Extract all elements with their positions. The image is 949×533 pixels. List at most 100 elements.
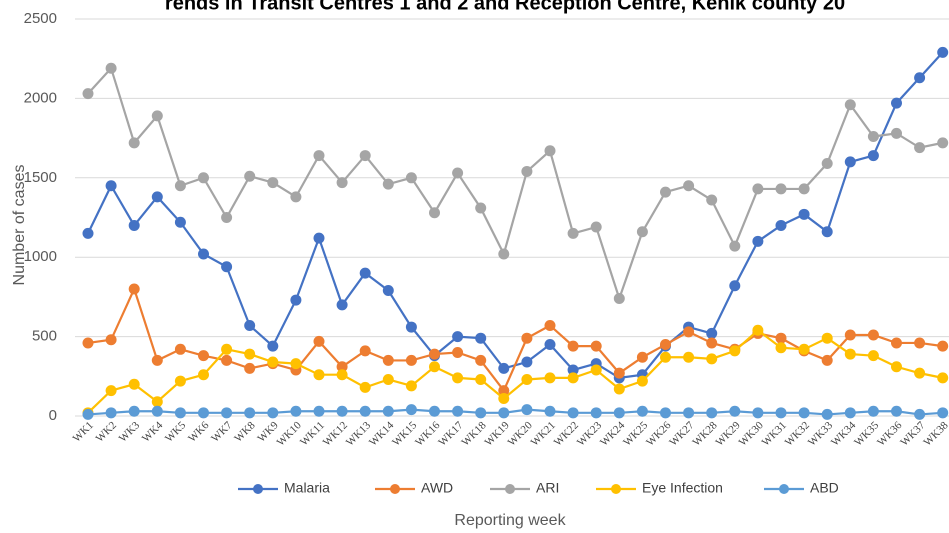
data-point <box>429 348 440 360</box>
x-tick-label: WK17 <box>436 419 466 449</box>
data-point <box>382 405 394 417</box>
data-point <box>775 342 787 354</box>
data-point <box>891 337 902 349</box>
x-tick-label: WK28 <box>690 419 720 449</box>
data-point <box>498 393 510 405</box>
data-point <box>867 131 879 143</box>
data-point <box>891 405 902 417</box>
data-point <box>775 219 787 231</box>
data-point <box>105 180 117 192</box>
x-tick-label: WK1 <box>71 419 96 444</box>
data-point <box>914 142 926 154</box>
x-tick-label: WK18 <box>459 419 489 449</box>
data-point <box>313 232 325 244</box>
data-point <box>798 407 810 419</box>
data-point <box>475 373 487 385</box>
data-point <box>867 329 879 341</box>
data-point <box>244 319 256 331</box>
data-point <box>613 383 625 395</box>
legend-marker <box>390 484 400 494</box>
data-point <box>475 407 487 419</box>
legend-marker <box>253 484 263 494</box>
data-point <box>359 405 371 417</box>
x-tick-label: WK14 <box>367 419 397 449</box>
data-point <box>844 407 856 419</box>
data-point <box>937 137 949 149</box>
data-point <box>498 248 510 260</box>
data-point <box>590 407 602 419</box>
data-point <box>221 343 233 355</box>
data-point <box>267 407 279 419</box>
data-point <box>752 324 764 336</box>
x-tick-label: WK19 <box>482 419 512 449</box>
legend-label: Malaria <box>284 480 330 496</box>
data-point <box>128 283 140 295</box>
data-point <box>706 337 718 349</box>
data-point <box>752 235 764 247</box>
y-tick-label: 500 <box>32 328 57 345</box>
x-tick-label: WK5 <box>163 419 189 445</box>
data-point <box>475 332 487 344</box>
data-point <box>359 267 371 279</box>
data-point <box>405 354 417 366</box>
x-tick-label: WK31 <box>760 419 789 448</box>
x-tick-label: WK37 <box>898 419 928 449</box>
data-point <box>937 372 949 384</box>
series-line <box>87 408 943 416</box>
x-tick-label: WK15 <box>390 419 420 449</box>
data-point <box>544 372 556 384</box>
data-point <box>174 216 186 228</box>
data-point <box>660 407 671 419</box>
data-point <box>590 340 602 352</box>
data-point <box>521 373 533 385</box>
x-tick-label: WK16 <box>413 419 443 449</box>
data-point <box>521 165 533 177</box>
series-line <box>87 285 943 393</box>
data-point <box>798 183 810 195</box>
data-point <box>475 354 487 366</box>
data-point <box>313 405 325 417</box>
data-point <box>359 150 371 162</box>
data-point <box>174 180 186 192</box>
data-point <box>914 408 926 420</box>
data-point <box>775 407 787 419</box>
data-point <box>405 172 417 184</box>
y-tick-label: 2000 <box>24 89 57 106</box>
data-point <box>290 405 302 417</box>
data-point <box>498 407 510 419</box>
legend-marker <box>611 484 621 494</box>
data-point <box>221 354 233 366</box>
data-point <box>244 362 256 374</box>
chart-title: rends in Transit Centres 1 and 2 and Rec… <box>165 0 845 14</box>
data-point <box>636 375 648 387</box>
data-point <box>221 261 233 273</box>
data-point <box>174 407 186 419</box>
data-point <box>567 340 579 352</box>
data-point <box>313 150 325 162</box>
data-point <box>821 226 833 238</box>
data-point <box>198 248 209 260</box>
data-point <box>290 191 302 203</box>
legend-marker <box>505 484 515 494</box>
data-point <box>660 351 671 363</box>
x-tick-label: WK22 <box>552 419 581 448</box>
data-point <box>660 186 671 198</box>
data-point <box>752 407 764 419</box>
x-tick-label: WK2 <box>94 419 119 444</box>
data-point <box>429 405 440 417</box>
data-point <box>174 343 186 355</box>
data-point <box>844 348 856 360</box>
data-point <box>128 219 140 231</box>
data-point <box>567 364 579 376</box>
data-point <box>567 407 579 419</box>
data-point <box>752 183 764 195</box>
data-point <box>382 354 394 366</box>
data-point <box>313 369 325 381</box>
data-point <box>359 345 371 357</box>
data-point <box>267 356 279 368</box>
x-axis-label: Reporting week <box>454 512 566 529</box>
data-point <box>452 405 464 417</box>
data-point <box>636 405 648 417</box>
data-point <box>382 178 394 190</box>
